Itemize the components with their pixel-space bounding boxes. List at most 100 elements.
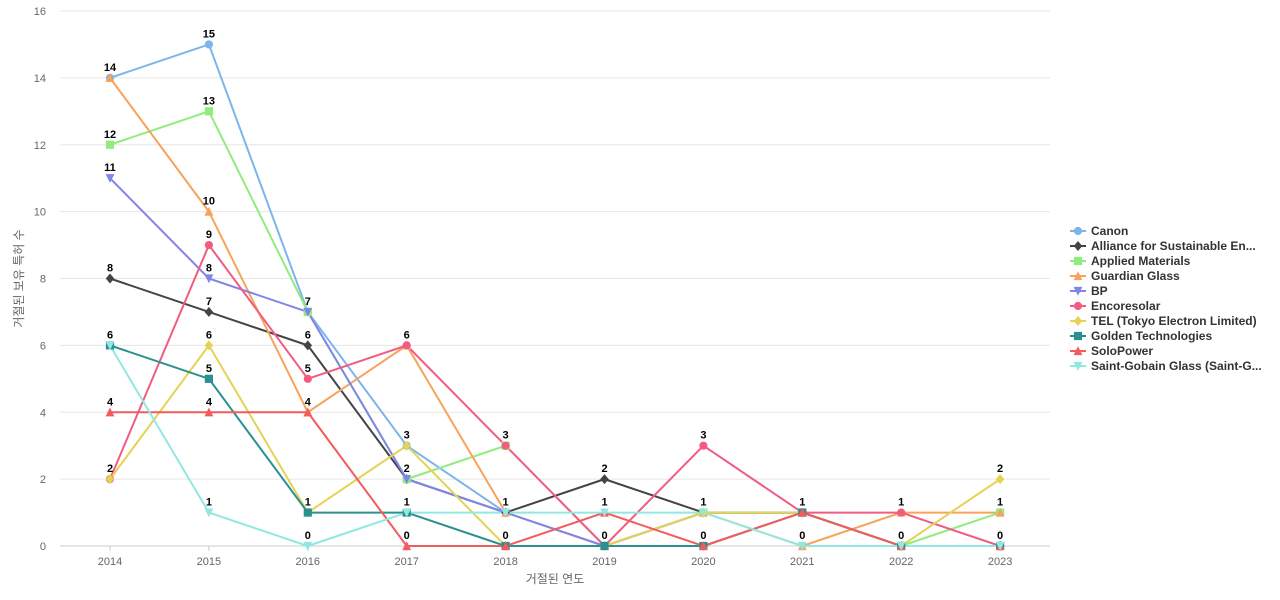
data-label: 6 — [404, 329, 410, 341]
x-tick-label: 2018 — [493, 556, 517, 568]
legend-symbol — [1073, 286, 1083, 296]
legend-item[interactable]: BP — [1070, 284, 1108, 298]
data-label: 2 — [107, 463, 113, 475]
data-point — [896, 541, 906, 551]
data-label: 1 — [799, 497, 805, 509]
y-tick-label: 16 — [34, 6, 46, 18]
x-tick-label: 2022 — [889, 556, 913, 568]
y-axis-title: 거절된 보유 특허 수 — [12, 229, 26, 327]
data-label: 15 — [203, 28, 215, 40]
data-labels: 1412118642151310987654176541063210310210… — [104, 28, 1003, 542]
data-point — [501, 441, 510, 450]
legend-item[interactable]: SoloPower — [1070, 344, 1153, 358]
data-point — [303, 541, 313, 551]
data-point — [303, 407, 313, 417]
legend-item[interactable]: Golden Technologies — [1070, 329, 1212, 343]
legend-symbol — [1073, 361, 1083, 371]
data-point — [303, 340, 313, 351]
data-point — [204, 340, 214, 351]
legend-symbol — [1073, 316, 1083, 326]
data-point — [402, 341, 411, 350]
legend-item[interactable]: Applied Materials — [1070, 254, 1191, 268]
legend-symbol — [1073, 346, 1083, 356]
data-point — [995, 541, 1005, 551]
series-line-0 — [109, 43, 1001, 547]
legend-item[interactable]: TEL (Tokyo Electron Limited) — [1070, 314, 1257, 328]
data-point — [402, 508, 412, 518]
data-label: 4 — [206, 396, 213, 408]
legend-item[interactable]: Alliance for Sustainable En... — [1070, 239, 1256, 253]
series-markers — [105, 40, 1005, 551]
data-point — [204, 40, 213, 49]
x-tick-label: 2014 — [98, 556, 122, 568]
data-point — [105, 140, 115, 149]
legend-item[interactable]: Encoresolar — [1070, 299, 1161, 313]
series-line-4 — [109, 177, 1001, 547]
y-tick-label: 2 — [40, 474, 46, 486]
data-label: 6 — [107, 329, 113, 341]
data-point — [105, 341, 115, 351]
data-label: 0 — [305, 530, 311, 542]
data-label: 14 — [104, 62, 117, 74]
data-point — [105, 73, 115, 82]
data-point — [204, 107, 214, 116]
legend-label: Golden Technologies — [1091, 329, 1212, 343]
legend-item[interactable]: Saint-Gobain Glass (Saint-G... — [1070, 359, 1262, 373]
data-label: 3 — [503, 430, 509, 442]
x-tick-label: 2015 — [197, 556, 221, 568]
legend-label: SoloPower — [1091, 344, 1153, 358]
data-label: 0 — [898, 530, 904, 542]
legend-label: Canon — [1091, 224, 1128, 238]
data-label: 5 — [206, 363, 212, 375]
data-label: 1 — [503, 497, 509, 509]
x-axis-title: 거절된 연도 — [526, 572, 585, 586]
data-point — [204, 374, 214, 383]
data-point — [204, 306, 214, 317]
data-label: 1 — [305, 497, 311, 509]
data-point — [105, 474, 115, 485]
data-label: 4 — [305, 396, 312, 408]
data-point — [501, 508, 511, 518]
data-label: 8 — [107, 263, 113, 275]
data-point — [797, 541, 807, 551]
x-tick-label: 2019 — [592, 556, 616, 568]
legend-item[interactable]: Guardian Glass — [1070, 269, 1180, 283]
legend-symbol — [1073, 256, 1083, 266]
legend-label: Encoresolar — [1091, 299, 1161, 313]
data-point — [204, 206, 214, 216]
legend-item[interactable]: Canon — [1070, 224, 1128, 238]
data-label: 1 — [404, 497, 410, 509]
data-point — [698, 541, 708, 551]
legend-label: Alliance for Sustainable En... — [1091, 239, 1256, 253]
data-label: 10 — [203, 196, 215, 208]
data-label: 13 — [203, 95, 215, 107]
series-line-5 — [109, 244, 1001, 547]
data-label: 1 — [601, 497, 607, 509]
data-point — [797, 507, 807, 517]
data-point — [402, 440, 411, 451]
y-tick-label: 0 — [40, 541, 46, 553]
data-label: 1 — [997, 497, 1003, 509]
data-label: 1 — [700, 497, 706, 509]
data-label: 6 — [206, 329, 212, 341]
series-lines — [109, 43, 1001, 547]
legend-label: Applied Materials — [1091, 254, 1191, 268]
data-point — [995, 474, 1005, 485]
data-point — [600, 508, 609, 518]
data-label: 2 — [404, 463, 410, 475]
data-point — [204, 240, 213, 250]
x-tick-label: 2021 — [790, 556, 814, 568]
series-line-9 — [109, 344, 1001, 547]
data-point — [105, 174, 115, 183]
legend-symbol — [1073, 331, 1083, 341]
series-line-7 — [109, 344, 1001, 547]
data-label: 0 — [601, 530, 607, 542]
series-line-8 — [110, 411, 1001, 547]
data-label: 0 — [997, 530, 1003, 542]
data-point — [699, 441, 708, 450]
data-point — [303, 508, 312, 517]
series-line-3 — [109, 77, 1001, 547]
